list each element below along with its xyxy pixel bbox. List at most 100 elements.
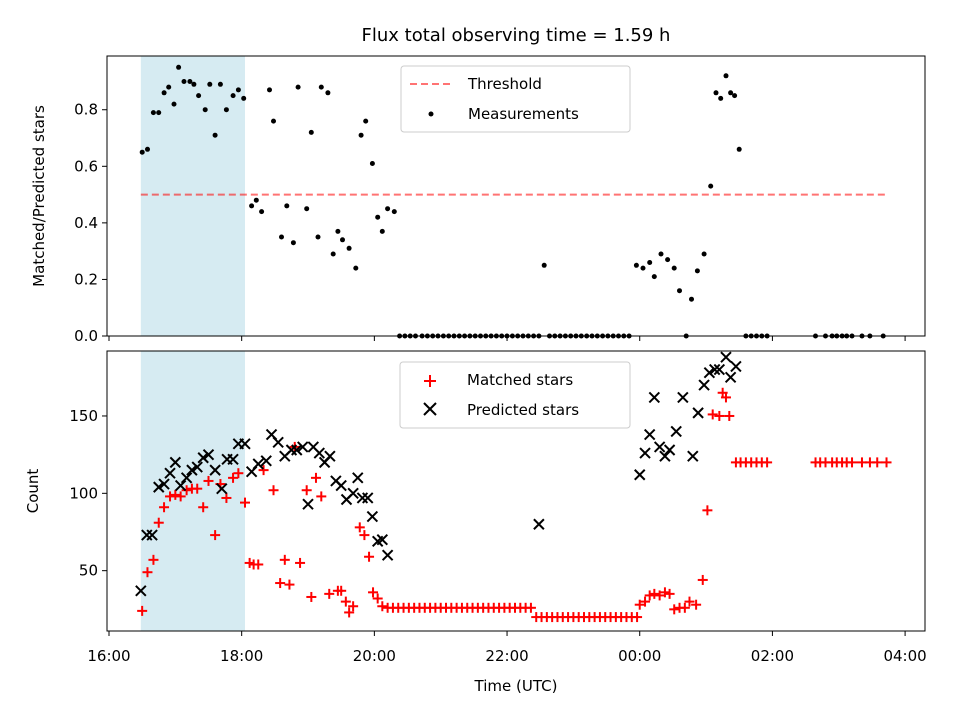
chart-title: Flux total observing time = 1.59 h: [362, 25, 671, 46]
legend-measurements-swatch: [428, 111, 434, 117]
predicted-star-point: [169, 456, 182, 469]
measurement-point: [284, 203, 290, 209]
top-y-ticks: 0.0 0.2 0.4 0.6 0.8: [74, 101, 107, 345]
predicted-star-point: [302, 498, 314, 510]
measurement-point: [633, 262, 639, 268]
matched-star-point: [649, 588, 660, 599]
predicted-star-point: [313, 447, 326, 459]
predicted-star-point: [174, 479, 187, 492]
y-tick-label: 0.0: [74, 327, 98, 345]
matched-star-point: [198, 502, 209, 513]
measurement-point: [736, 146, 742, 152]
matched-star-point: [359, 530, 370, 541]
matched-star-point: [720, 392, 731, 403]
matched-star-point: [348, 601, 359, 612]
legend-predicted-label: Predicted stars: [467, 401, 579, 419]
measurement-point: [304, 206, 310, 212]
y-tick-label: 0.6: [74, 157, 98, 175]
predicted-star-points: [135, 351, 742, 597]
measurement-point: [665, 257, 671, 263]
measurement-point: [658, 251, 664, 257]
matched-star-point: [344, 607, 355, 618]
matched-star-point: [306, 591, 317, 602]
measurement-point: [212, 132, 218, 138]
predicted-star-point: [677, 391, 689, 404]
y-tick-label: 0.2: [74, 270, 98, 288]
measurement-point: [139, 149, 145, 155]
measurement-point: [145, 146, 150, 152]
measurement-point: [353, 265, 359, 271]
top-legend: Threshold Measurements: [400, 65, 631, 133]
predicted-star-point: [659, 450, 671, 462]
predicted-star-point: [153, 481, 165, 493]
matched-star-point: [702, 505, 713, 516]
predicted-star-point: [653, 441, 666, 453]
bottom-y-ticks: 50 100 150: [69, 407, 107, 580]
matched-star-point: [203, 475, 214, 486]
matched-star-point: [170, 489, 181, 500]
predicted-star-point: [164, 467, 176, 479]
measurement-point: [325, 90, 331, 96]
measurement-point: [150, 110, 156, 116]
predicted-star-point: [687, 450, 699, 462]
predicted-star-point: [724, 371, 737, 384]
measurement-point: [541, 262, 547, 268]
matched-star-point: [762, 457, 773, 468]
measurement-point: [191, 81, 197, 87]
measurement-point: [267, 87, 272, 93]
predicted-star-point: [297, 441, 309, 453]
matched-star-point: [210, 530, 221, 541]
measurement-point: [671, 265, 677, 271]
top-plot-frame: [106, 55, 926, 337]
matched-star-point: [664, 588, 675, 599]
matched-star-point: [634, 599, 645, 610]
predicted-star-point: [347, 487, 359, 500]
bottom-panel: 50 100 150 16:00 18:00 20:00 22:00 00:00 02:00 0…: [24, 350, 927, 695]
predicted-star-point: [730, 360, 742, 373]
measurement-point: [217, 81, 223, 87]
predicted-star-point: [670, 425, 682, 438]
x-tick-label: 18:00: [220, 647, 263, 665]
predicted-star-point: [366, 510, 379, 523]
matched-star-point: [377, 601, 388, 612]
measurement-point: [207, 81, 213, 87]
matched-star-point: [697, 574, 708, 585]
matched-star-point: [644, 590, 655, 601]
matched-star-point: [159, 502, 170, 513]
measurement-point: [308, 129, 314, 135]
predicted-star-point: [180, 472, 193, 484]
predicted-star-point: [135, 585, 147, 597]
predicted-star-point: [720, 351, 732, 363]
measurement-point: [279, 234, 284, 240]
predicted-star-point: [533, 518, 545, 530]
measurement-point: [689, 296, 694, 302]
top-legend-box: [400, 65, 631, 133]
matched-star-point: [324, 588, 335, 599]
measurement-point: [694, 268, 700, 274]
predicted-star-point: [272, 436, 284, 448]
predicted-star-point: [698, 379, 710, 391]
measurement-point: [640, 265, 646, 271]
predicted-star-point: [708, 363, 721, 376]
matched-star-point: [316, 491, 327, 502]
predicted-star-point: [376, 534, 389, 546]
matched-star-point: [165, 491, 176, 502]
predicted-star-point: [239, 438, 251, 450]
matched-star-point: [872, 457, 883, 468]
matched-star-point: [275, 578, 286, 589]
predicted-star-point: [324, 450, 336, 462]
x-tick-label: 04:00: [883, 647, 926, 665]
matched-star-point: [181, 485, 192, 496]
measurement-point: [259, 209, 265, 215]
predicted-star-point: [362, 492, 374, 504]
matched-star-point: [253, 559, 264, 570]
measurement-point: [375, 214, 381, 220]
matched-star-point: [669, 604, 680, 615]
measurement-point: [181, 79, 187, 84]
bottom-y-axis-label: Count: [24, 469, 42, 514]
predicted-star-point: [146, 529, 158, 541]
measurement-point: [202, 107, 208, 113]
matched-star-point: [301, 485, 312, 496]
legend-measurements-label: Measurements: [468, 105, 579, 123]
predicted-star-point: [260, 455, 272, 467]
